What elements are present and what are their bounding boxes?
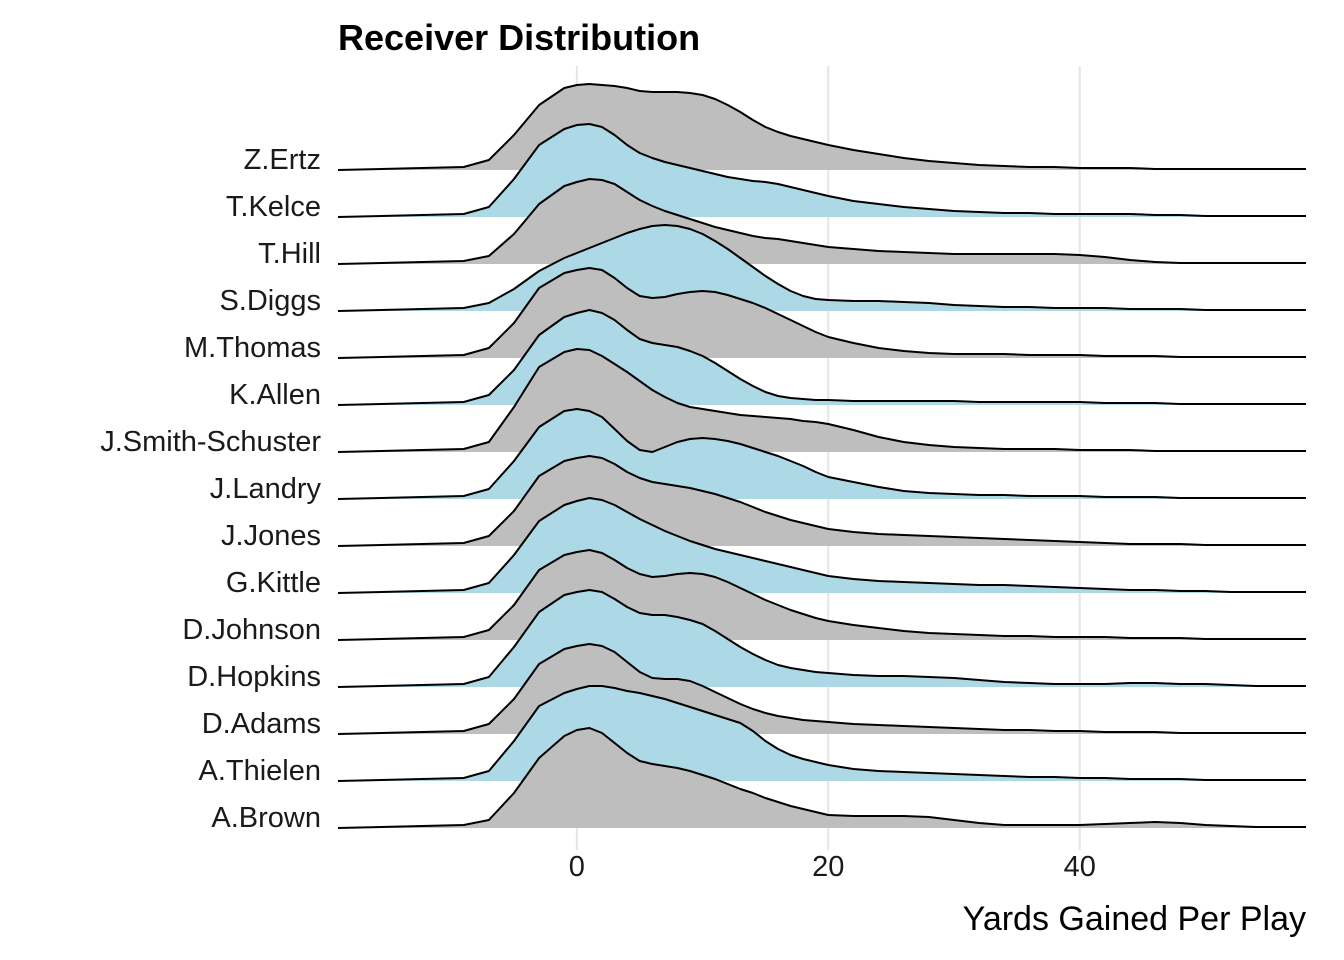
ridge-line-m-thomas: [337, 267, 1306, 359]
ridge-line-j-landry: [337, 408, 1306, 500]
ridge-area-s-diggs: [338, 225, 1306, 311]
y-label-a-brown: A.Brown: [211, 802, 321, 834]
x-tick-label-0: 0: [569, 851, 585, 883]
y-label-d-hopkins: D.Hopkins: [187, 661, 321, 693]
ridge-line-d-johnson: [337, 549, 1306, 641]
y-label-z-ertz: Z.Ertz: [244, 144, 321, 176]
y-label-t-kelce: T.Kelce: [226, 191, 321, 223]
ridge-area-z-ertz: [338, 84, 1306, 170]
ridge-area-t-hill: [338, 179, 1306, 264]
ridge-line-z-ertz: [337, 83, 1306, 171]
ridge-line-a-brown: [337, 727, 1306, 829]
y-label-j-landry: J.Landry: [210, 473, 322, 505]
ridge-line-d-adams: [337, 643, 1306, 735]
ridge-line-s-diggs: [337, 224, 1306, 312]
chart-title: Receiver Distribution: [338, 17, 700, 58]
y-label-k-allen: K.Allen: [229, 379, 321, 411]
ridge-line-t-hill: [337, 178, 1306, 265]
y-label-s-diggs: S.Diggs: [219, 285, 321, 317]
ridge-area-t-kelce: [338, 124, 1306, 217]
y-label-j-jones: J.Jones: [221, 520, 321, 552]
ridge-area-a-brown: [338, 728, 1306, 828]
ridge-line-j-jones: [337, 455, 1306, 547]
y-axis-labels: Z.Ertz T.Kelce T.Hill S.Diggs M.Thomas K.Alle…: [100, 144, 321, 834]
x-tick-label-2: 40: [1064, 851, 1096, 883]
y-label-j-smith-schuster: J.Smith-Schuster: [100, 426, 321, 458]
ridge-line-t-kelce: [337, 123, 1306, 218]
ridge-area-m-thomas: [338, 268, 1306, 358]
y-label-m-thomas: M.Thomas: [184, 332, 321, 364]
y-label-a-thielen: A.Thielen: [198, 755, 321, 787]
ridge-line-g-kittle: [337, 497, 1306, 594]
ridge-area-j-jones: [338, 456, 1306, 546]
y-label-g-kittle: G.Kittle: [226, 567, 321, 599]
ridge-line-a-thielen: [337, 685, 1306, 782]
x-axis-label: Yards Gained Per Play: [963, 900, 1306, 938]
x-tick-label-1: 20: [812, 851, 844, 883]
ridge-area-d-johnson: [338, 550, 1306, 640]
ridge-line-d-hopkins: [337, 589, 1306, 688]
ridge-line-k-allen: [337, 309, 1306, 406]
y-label-d-johnson: D.Johnson: [182, 614, 321, 646]
y-label-d-adams: D.Adams: [202, 708, 321, 740]
ridges: [337, 83, 1306, 829]
ridge-line-j-smith-schuster: [337, 348, 1306, 453]
y-label-t-hill: T.Hill: [258, 238, 321, 270]
x-axis-ticks: 0 20 40: [569, 851, 1096, 883]
